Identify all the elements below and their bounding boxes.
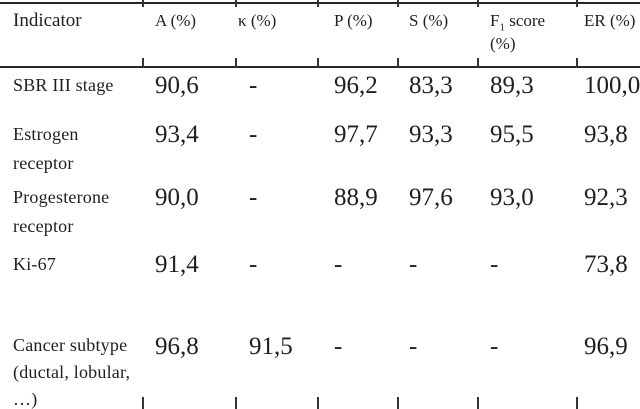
column-boundary-tick bbox=[235, 58, 237, 68]
cell-er: 100,0 bbox=[584, 72, 640, 99]
row-label: Estrogen receptor bbox=[0, 120, 143, 181]
table-row-estrogen-receptor: Estrogen receptor 93,4 - 97,7 93,3 95,5 … bbox=[0, 120, 640, 181]
cell-a: 91,4 bbox=[155, 251, 199, 278]
f1-subscript: 1 bbox=[499, 21, 505, 34]
cell-a: 93,4 bbox=[155, 121, 199, 148]
column-boundary-tick bbox=[317, 58, 319, 68]
column-boundary-tick bbox=[397, 0, 399, 7]
cell-s: 83,3 bbox=[409, 72, 453, 99]
column-boundary-tick bbox=[235, 397, 237, 409]
cell-s: 93,3 bbox=[409, 121, 453, 148]
header-kappa: κ (%) bbox=[236, 3, 318, 68]
column-boundary-tick bbox=[317, 397, 319, 409]
column-boundary-tick bbox=[576, 0, 578, 7]
cell-f1: - bbox=[490, 333, 499, 360]
cell-kappa: 91,5 bbox=[249, 333, 293, 360]
cell-er: 92,3 bbox=[584, 184, 628, 211]
row-label-line: Ki-67 bbox=[13, 254, 56, 274]
column-boundary-tick bbox=[235, 0, 237, 7]
row-label-line: Cancer subtype bbox=[13, 335, 128, 355]
cell-s: - bbox=[409, 251, 418, 278]
f1-prefix: F bbox=[490, 11, 500, 30]
cell-a: 96,8 bbox=[155, 333, 199, 360]
column-boundary-tick bbox=[576, 397, 578, 409]
column-boundary-tick bbox=[576, 58, 578, 68]
header-row: Indicator A (%) κ (%) P (%) S (%) F1 sco… bbox=[0, 3, 640, 68]
column-boundary-tick bbox=[142, 397, 144, 409]
cell-kappa: - bbox=[249, 251, 258, 278]
header-sensitivity: S (%) bbox=[398, 3, 478, 68]
cell-a: 90,6 bbox=[155, 72, 199, 99]
cell-s: 97,6 bbox=[409, 184, 453, 211]
cell-a: 90,0 bbox=[155, 184, 199, 211]
column-boundary-tick bbox=[142, 0, 144, 7]
cell-p: - bbox=[334, 333, 343, 360]
header-indicator: Indicator bbox=[0, 3, 143, 68]
cell-er: 73,8 bbox=[584, 251, 628, 278]
table-row-sbr-iii-stage: SBR III stage 90,6 - 96,2 83,3 89,3 100,… bbox=[0, 67, 640, 120]
table-row-ki-67: Ki-67 91,4 - - - - 73,8 bbox=[0, 246, 640, 329]
row-label-line: Estrogen bbox=[13, 124, 79, 144]
cell-f1: 95,5 bbox=[490, 121, 534, 148]
column-boundary-tick bbox=[477, 0, 479, 7]
header-er: ER (%) bbox=[577, 3, 640, 68]
cell-er: 93,8 bbox=[584, 121, 628, 148]
cell-kappa: - bbox=[249, 184, 258, 211]
header-accuracy: A (%) bbox=[143, 3, 236, 68]
row-label-line: …) bbox=[13, 389, 38, 409]
cell-p: 97,7 bbox=[334, 121, 378, 148]
column-boundary-tick bbox=[477, 58, 479, 68]
cell-f1: 93,0 bbox=[490, 184, 534, 211]
cell-p: 88,9 bbox=[334, 184, 378, 211]
row-label: Progesterone receptor bbox=[0, 181, 143, 246]
cell-kappa: - bbox=[249, 72, 258, 99]
row-label-line: Progesterone bbox=[13, 187, 110, 207]
f1-line2: (%) bbox=[490, 34, 516, 53]
header-f1-score: F1 score (%) bbox=[478, 3, 577, 68]
row-label: Ki-67 bbox=[0, 246, 143, 329]
cell-p: 96,2 bbox=[334, 72, 378, 99]
header-precision: P (%) bbox=[318, 3, 398, 68]
column-boundary-tick bbox=[397, 58, 399, 68]
cell-p: - bbox=[334, 251, 343, 278]
row-label-line: (ductal, lobular, bbox=[13, 362, 131, 382]
row-label: Cancer subtype (ductal, lobular, …) bbox=[0, 329, 143, 409]
cell-f1: - bbox=[490, 251, 499, 278]
row-label: SBR III stage bbox=[0, 67, 143, 120]
cell-er: 96,9 bbox=[584, 333, 628, 360]
cell-kappa: - bbox=[249, 121, 258, 148]
row-label-line: receptor bbox=[13, 153, 74, 173]
column-boundary-tick bbox=[477, 397, 479, 409]
column-boundary-tick bbox=[142, 58, 144, 68]
row-label-line: SBR III stage bbox=[13, 75, 114, 95]
cell-f1: 89,3 bbox=[490, 72, 534, 99]
row-label-line: receptor bbox=[13, 216, 74, 236]
table-row-cancer-subtype: Cancer subtype (ductal, lobular, …) 96,8… bbox=[0, 329, 640, 409]
cell-s: - bbox=[409, 333, 418, 360]
column-boundary-tick bbox=[397, 397, 399, 409]
table-row-progesterone-receptor: Progesterone receptor 90,0 - 88,9 97,6 9… bbox=[0, 181, 640, 246]
column-boundary-tick bbox=[317, 0, 319, 7]
f1-rest: score bbox=[504, 11, 546, 30]
